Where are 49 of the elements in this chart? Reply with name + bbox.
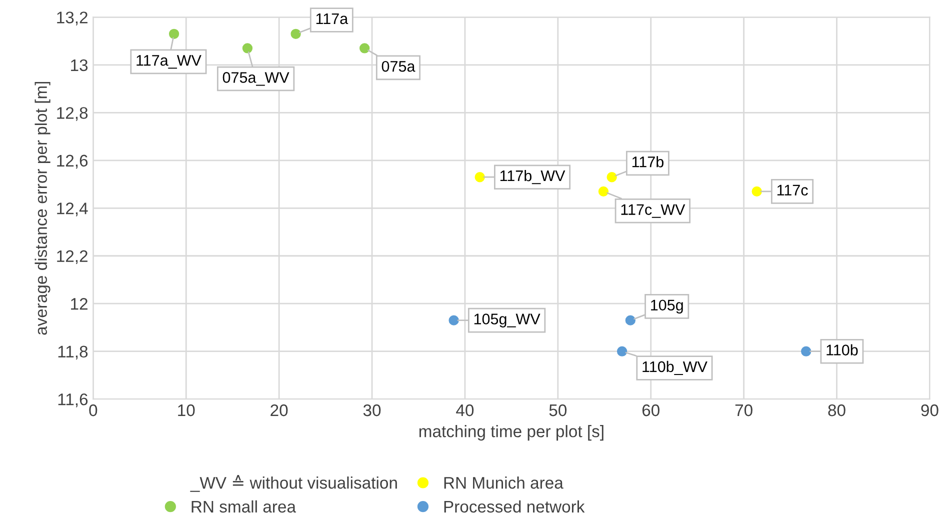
annotation: 117b_WV <box>500 170 566 184</box>
y-tick-label: 13,2 <box>57 12 88 26</box>
legend-label: RN Munich area <box>444 476 564 489</box>
legend-label: Processed network <box>444 500 585 513</box>
y-tick-label: 11,8 <box>58 346 88 360</box>
y-tick-label: 11,6 <box>58 393 88 408</box>
point <box>290 28 301 39</box>
point <box>448 315 459 326</box>
point <box>359 43 370 54</box>
annotation: 075a_WV <box>222 72 290 86</box>
annotation: 110b <box>826 344 858 356</box>
x-tick-label: 70 <box>735 404 752 416</box>
y-tick-label: 12 <box>71 298 88 310</box>
y-tick-label: 12,6 <box>57 154 88 169</box>
annotation: 117c_WV <box>621 204 686 218</box>
x-tick-label: 60 <box>642 404 660 416</box>
x-tick-label: 40 <box>456 404 474 416</box>
x-tick-label: 30 <box>363 404 381 416</box>
annotation: 105g <box>651 300 683 314</box>
point <box>752 186 762 197</box>
y-tick-label: 12,4 <box>57 202 88 216</box>
annotation: 105g_WV <box>474 314 540 328</box>
point <box>242 43 253 54</box>
legend-label: RN small area <box>192 500 296 513</box>
x-tick-label: 0 <box>89 404 98 416</box>
point <box>801 346 812 356</box>
y-tick-label: 13 <box>71 59 88 72</box>
point <box>168 28 180 39</box>
x-tick-label: 80 <box>828 404 846 416</box>
x-tick-label: 50 <box>549 404 567 416</box>
y-tick-label: 12,2 <box>57 250 88 264</box>
y-axis-title: average distance error per plot [m] <box>34 82 50 335</box>
point <box>474 172 485 182</box>
x-tick-label: 20 <box>270 404 288 416</box>
x-tick-label: 10 <box>178 404 195 416</box>
point <box>625 315 636 326</box>
point <box>598 186 609 197</box>
annotation: 117a <box>316 13 348 24</box>
annotation: 117a_WV <box>136 55 202 69</box>
text: _WV ≙ without visualisation <box>190 475 397 492</box>
annotation: 117b <box>632 156 664 168</box>
x-tick-label: 90 <box>921 404 938 416</box>
annotation: 117c <box>777 184 808 196</box>
annotation: 110b_WV <box>642 360 708 376</box>
point <box>606 172 617 182</box>
point <box>616 346 628 356</box>
y-tick-label: 12,8 <box>57 107 88 121</box>
x-axis-title: matching time per plot [s] <box>419 425 604 441</box>
annotation: 075a <box>382 60 416 72</box>
